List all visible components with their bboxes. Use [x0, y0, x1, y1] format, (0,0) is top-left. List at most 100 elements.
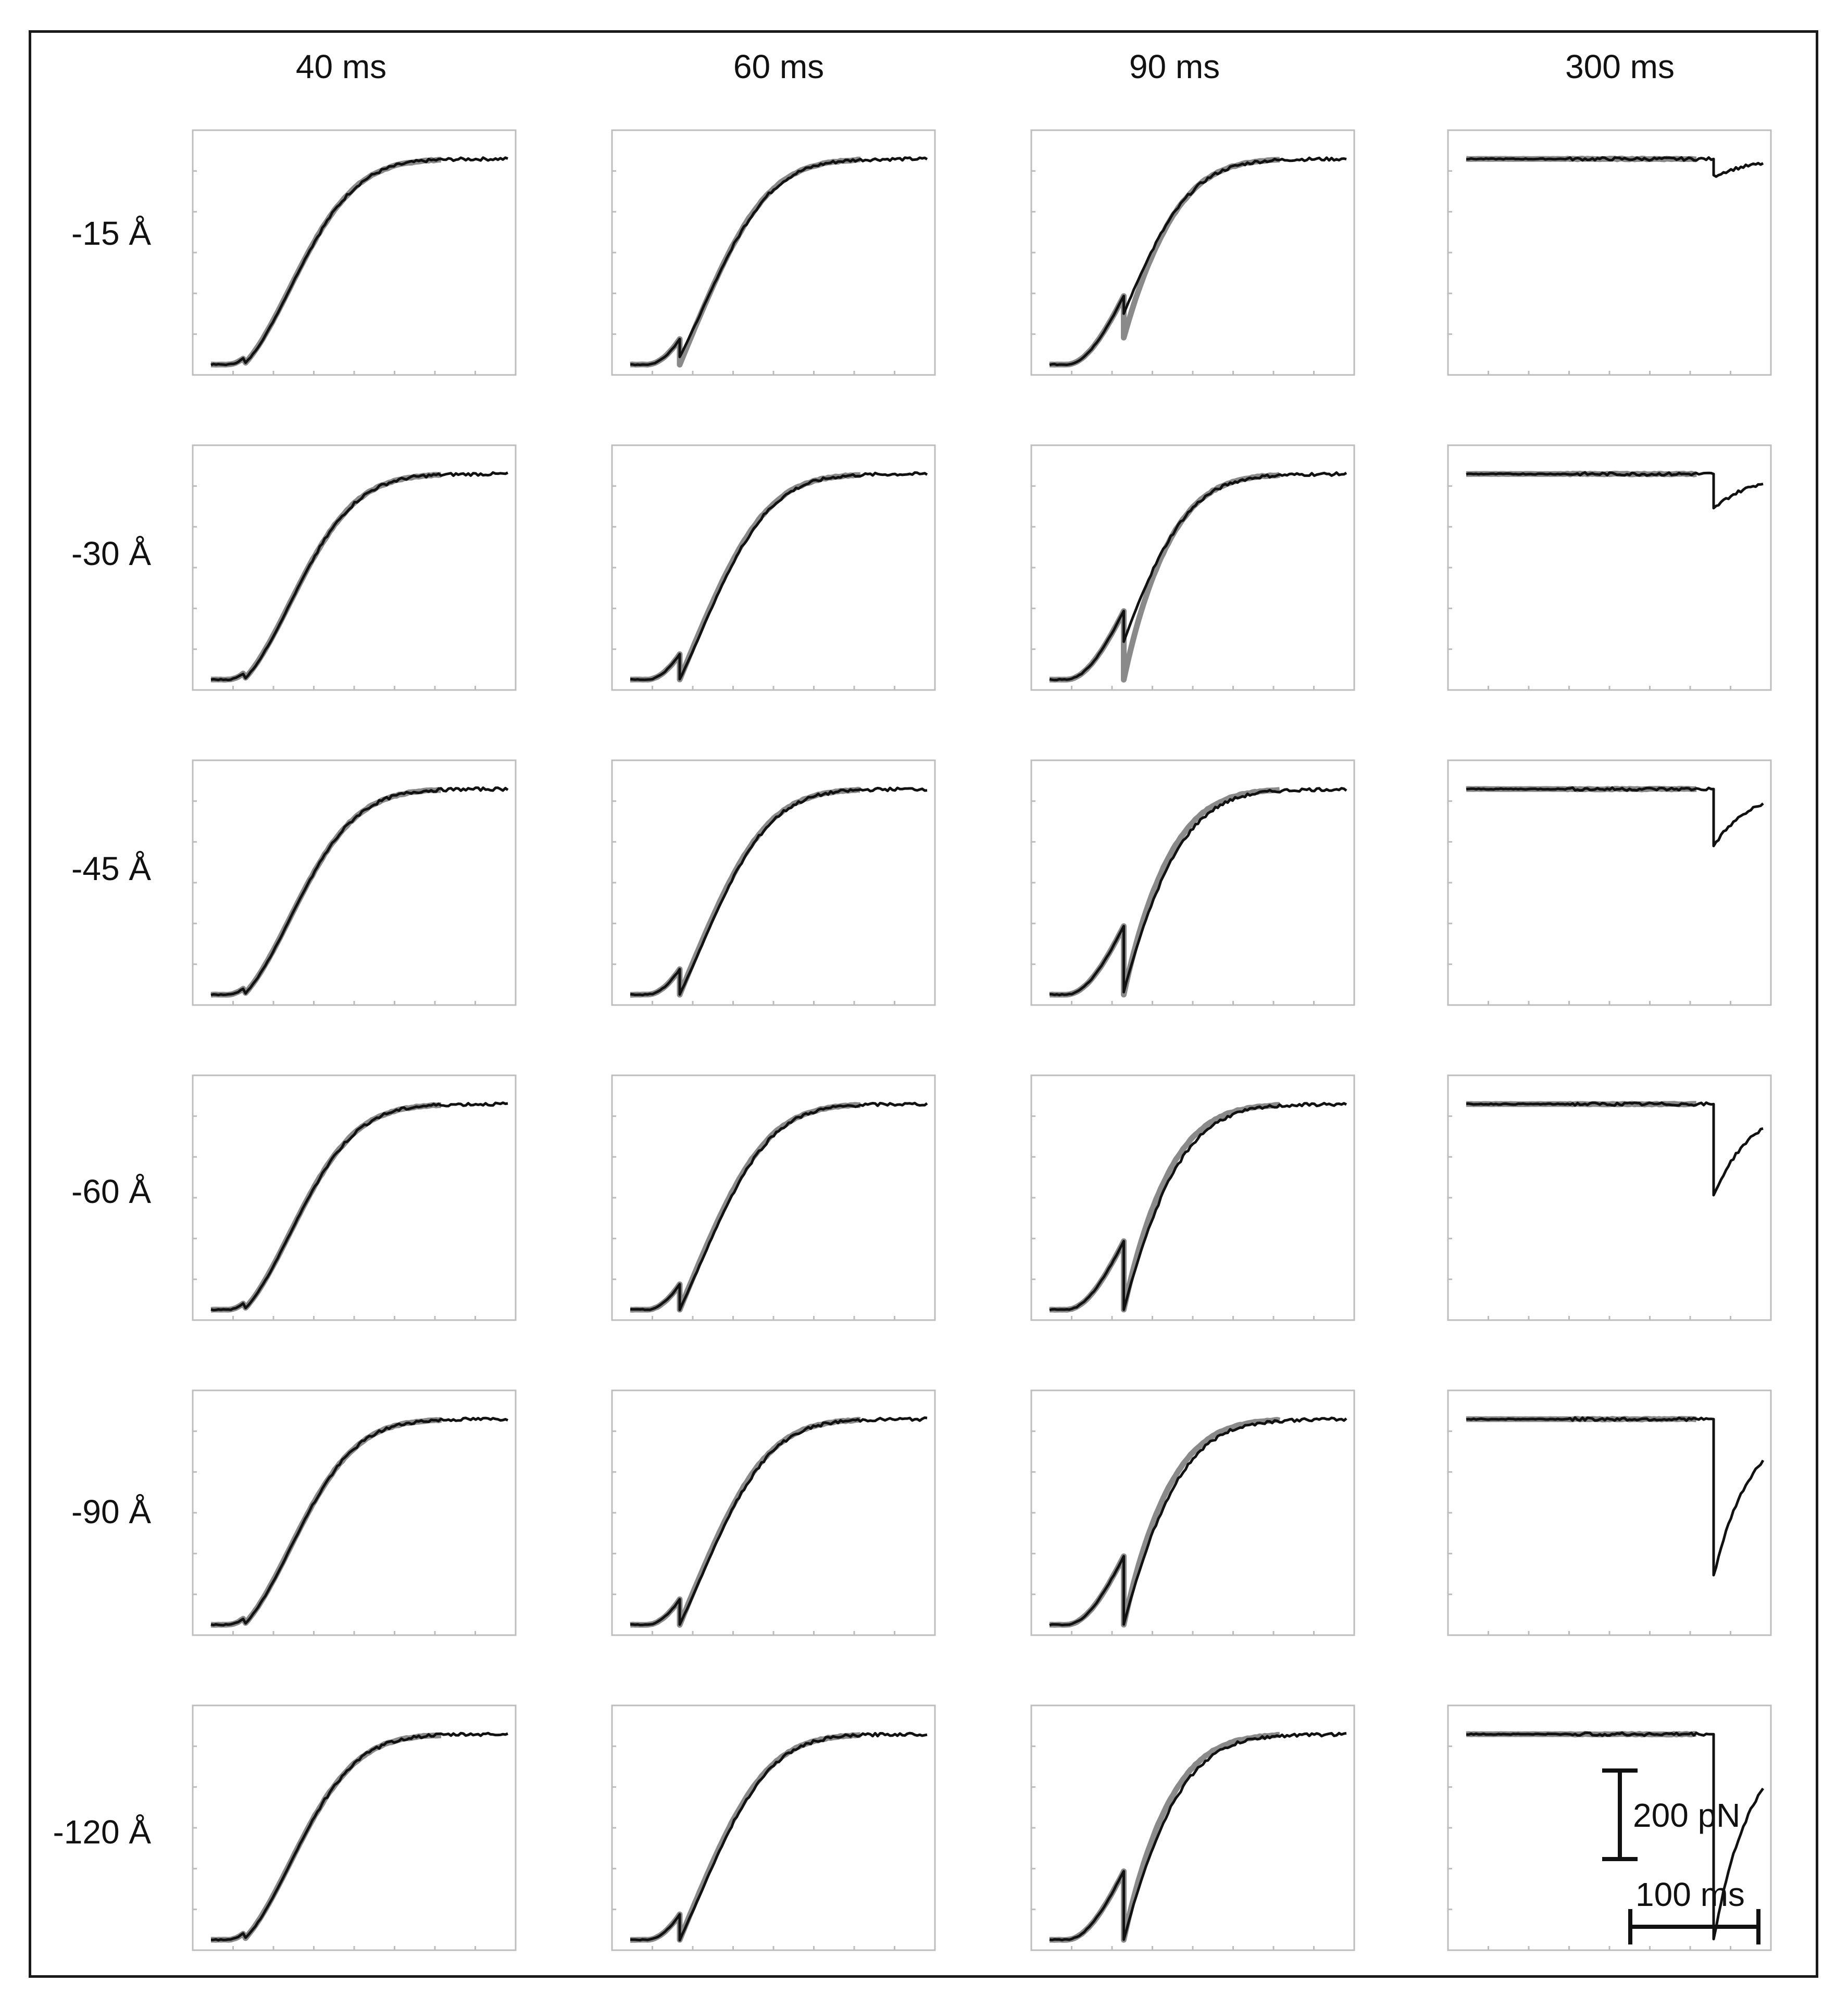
- column-label-90ms: 90 ms: [1129, 48, 1220, 85]
- panel-r2-c1: [611, 759, 936, 1006]
- series-black-trace: [1466, 786, 1764, 848]
- panel-r1-c1: [611, 444, 936, 691]
- panel-r3-c3: [1447, 1074, 1772, 1321]
- series-gray-trace: [630, 1732, 861, 1943]
- series-gray-trace: [1049, 1416, 1281, 1628]
- panel-r2-c3: [1447, 759, 1772, 1006]
- series-black-trace: [630, 471, 928, 681]
- series-black-trace: [630, 1101, 928, 1311]
- series-gray-trace: [1049, 157, 1280, 368]
- time-scale-label: 100 ms: [1635, 1876, 1745, 1913]
- column-label-40ms: 40 ms: [296, 48, 386, 85]
- panels: [192, 129, 1772, 1951]
- panel-frame: [192, 759, 517, 1006]
- row-label-45: -45 Å: [71, 850, 151, 887]
- panel-frame: [1030, 444, 1355, 691]
- panel-frame: [611, 1704, 936, 1951]
- panel-frame: [1447, 444, 1772, 691]
- series-black-trace: [1466, 156, 1764, 178]
- panel-frame: [1030, 129, 1355, 376]
- series-black-trace: [1466, 1731, 1765, 1941]
- panel-frame: [1030, 759, 1355, 1006]
- series-black-trace: [1049, 1416, 1347, 1627]
- row-label-60: -60 Å: [71, 1173, 151, 1210]
- series-black-trace: [210, 471, 509, 682]
- column-label-60ms: 60 ms: [733, 48, 824, 85]
- series-black-trace: [1049, 787, 1347, 997]
- series-black-trace: [1049, 156, 1347, 367]
- panel-r2-c0: [192, 759, 517, 1006]
- panel-r0-c1: [611, 129, 936, 376]
- row-label-120: -120 Å: [53, 1813, 151, 1851]
- panel-frame: [611, 444, 936, 691]
- series-black-trace: [210, 156, 508, 367]
- panel-frame: [611, 1389, 936, 1636]
- row-label-15: -15 Å: [71, 215, 151, 252]
- series-black-trace: [1466, 471, 1764, 510]
- panel-r5-c2: [1030, 1704, 1355, 1951]
- panel-frame: [611, 1074, 936, 1321]
- figure-frame: [29, 30, 1818, 1978]
- panel-r4-c2: [1030, 1389, 1355, 1636]
- panel-r4-c1: [611, 1389, 936, 1636]
- series-black-trace: [630, 156, 928, 367]
- panel-frame: [192, 1389, 517, 1636]
- series-gray-trace: [210, 1416, 442, 1628]
- panel-r1-c2: [1030, 444, 1355, 691]
- panel-r3-c2: [1030, 1074, 1355, 1321]
- panel-frame: [1447, 1074, 1772, 1321]
- panel-r0-c0: [192, 129, 517, 376]
- panel-frame: [192, 1704, 517, 1951]
- series-gray-trace: [210, 1732, 442, 1943]
- series-black-trace: [210, 786, 509, 997]
- series-black-trace: [1466, 1101, 1764, 1197]
- series-gray-trace: [1049, 472, 1281, 683]
- series-black-trace: [1049, 1731, 1347, 1941]
- panel-frame: [192, 129, 517, 376]
- series-black-trace: [211, 1731, 508, 1942]
- row-label-90: -90 Å: [71, 1493, 151, 1530]
- row-label-30: -30 Å: [71, 535, 151, 572]
- panel-frame: [1030, 1389, 1355, 1636]
- panel-frame: [611, 759, 936, 1006]
- panel-frame: [1447, 129, 1772, 376]
- series-gray-trace: [630, 472, 861, 683]
- panel-r3-c0: [192, 1074, 517, 1321]
- series-gray-trace: [1049, 1102, 1280, 1313]
- series-black-trace: [630, 786, 928, 997]
- series-black-trace: [210, 1416, 509, 1627]
- series-gray-trace: [630, 1416, 861, 1628]
- series-gray-trace: [210, 1102, 442, 1313]
- panel-frame: [1447, 759, 1772, 1006]
- panel-r1-c0: [192, 444, 517, 691]
- series-black-trace: [210, 1101, 508, 1312]
- panel-r4-c0: [192, 1389, 517, 1636]
- panel-r5-c3: [1447, 1704, 1772, 1951]
- series-black-trace: [1049, 1101, 1347, 1312]
- panel-r0-c3: [1447, 129, 1772, 376]
- panel-r3-c1: [611, 1074, 936, 1321]
- panel-r0-c2: [1030, 129, 1355, 376]
- series-gray-trace: [1049, 1731, 1280, 1943]
- panel-frame: [192, 444, 517, 691]
- series-black-trace: [1466, 1416, 1765, 1577]
- panel-r5-c0: [192, 1704, 517, 1951]
- panel-r4-c3: [1447, 1389, 1772, 1636]
- series-black-trace: [1049, 471, 1347, 682]
- series-gray-trace: [210, 472, 442, 683]
- panel-r5-c1: [611, 1704, 936, 1951]
- series-gray-trace: [630, 156, 861, 368]
- series-gray-trace: [1049, 787, 1280, 998]
- row-labels: -15 Å -30 Å -45 Å -60 Å -90 Å -120 Å: [53, 215, 151, 1851]
- panel-r1-c3: [1447, 444, 1772, 691]
- series-black-trace: [630, 1731, 928, 1942]
- series-gray-trace: [630, 1102, 861, 1313]
- panel-frame: [611, 129, 936, 376]
- series-gray-trace: [210, 157, 442, 368]
- panel-r2-c2: [1030, 759, 1355, 1006]
- series-black-trace: [630, 1416, 928, 1626]
- column-labels: 40 ms 60 ms 90 ms 300 ms: [296, 48, 1675, 85]
- panel-frame: [1030, 1074, 1355, 1321]
- panel-frame: [1030, 1704, 1355, 1951]
